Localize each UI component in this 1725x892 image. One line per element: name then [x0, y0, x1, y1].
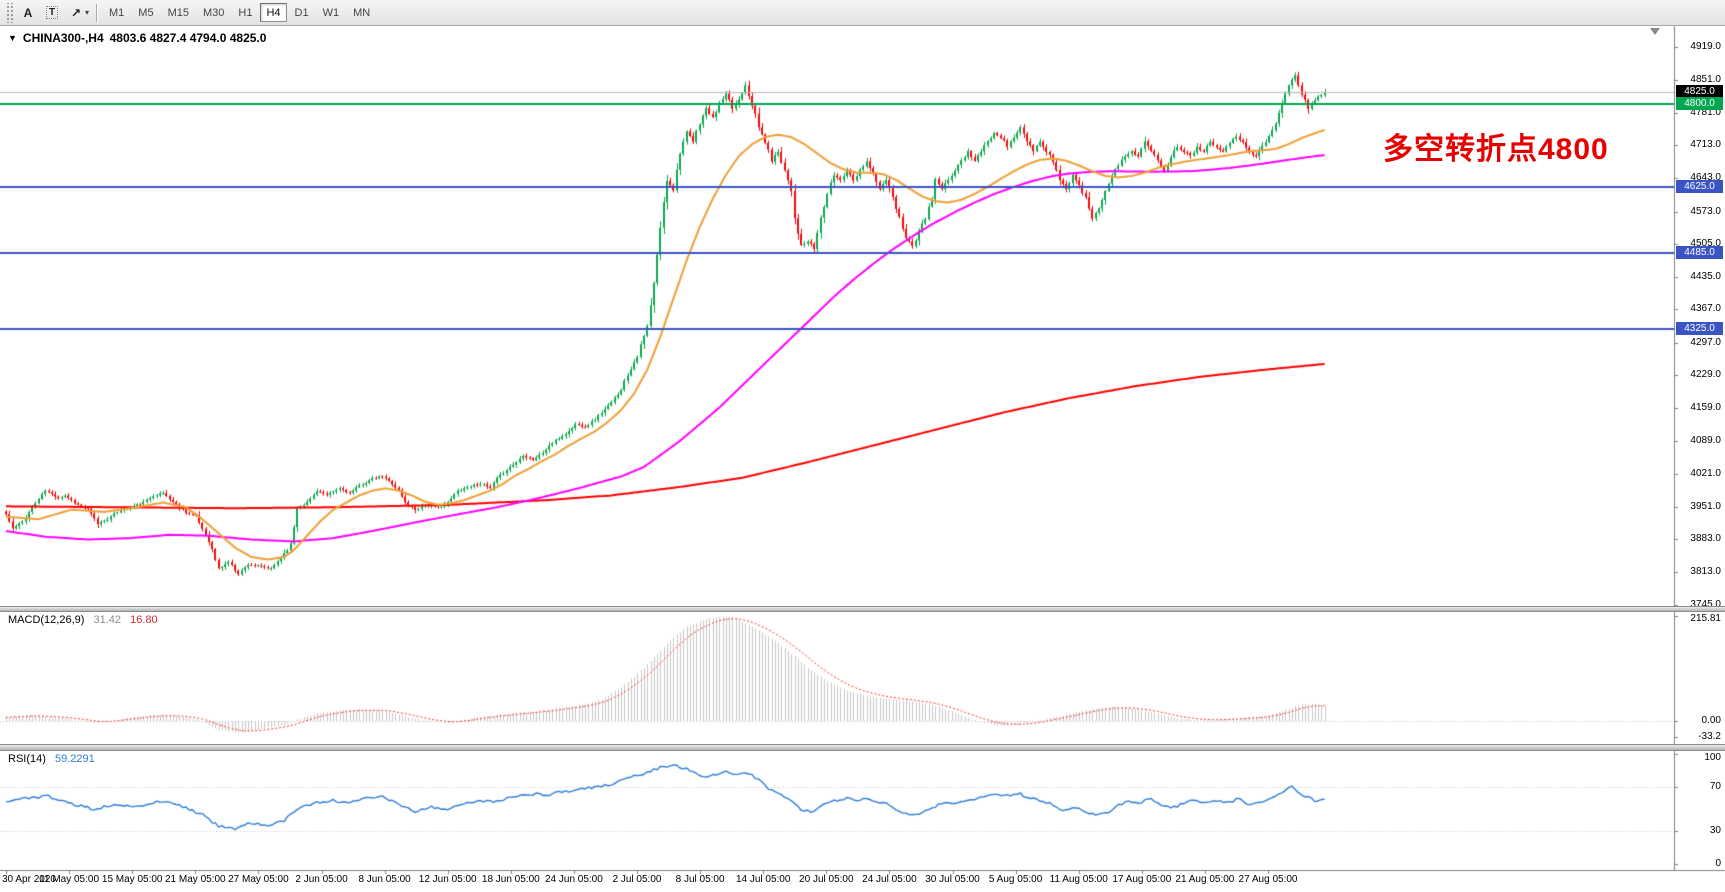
- macd-axis-label: -33.2: [1698, 731, 1721, 743]
- macd-axis-label: 0.00: [1701, 715, 1721, 727]
- time-axis-label: 8 Jun 05:00: [358, 874, 411, 885]
- rsi-axis-label: 70: [1709, 781, 1721, 793]
- rsi-indicator-label: RSI(14) 59.2291: [8, 753, 95, 765]
- time-axis-label: 24 Jul 05:00: [862, 874, 917, 885]
- price-axis-label: 3813.0: [1690, 566, 1721, 578]
- time-axis-label: 15 May 05:00: [101, 874, 163, 885]
- macd-value: 31.42: [93, 614, 122, 626]
- time-axis-label: 21 Aug 05:00: [1175, 874, 1235, 885]
- time-axis-label: 12 Jun 05:00: [418, 874, 477, 885]
- time-axis-label: 14 Jul 05:00: [735, 874, 791, 885]
- timeframe-button-D1[interactable]: D1: [294, 6, 309, 19]
- time-axis-label: 18 Jun 05:00: [481, 874, 540, 885]
- price-axis-label: 4229.0: [1690, 368, 1721, 380]
- timeframe-button-H4[interactable]: H4: [260, 3, 287, 22]
- time-axis-label: 5 Aug 05:00: [988, 874, 1043, 885]
- macd-indicator-label: MACD(12,26,9) 31.42 16.80: [8, 614, 158, 626]
- time-axis-label: 30 Jul 05:00: [925, 874, 980, 885]
- price-axis-label: 4367.0: [1690, 303, 1721, 315]
- toolbar-grip[interactable]: [5, 2, 13, 23]
- price-level-tag: 4485.0: [1676, 246, 1723, 259]
- rsi-axis-label: 0: [1715, 858, 1721, 870]
- chevron-down-icon[interactable]: ▾: [85, 8, 90, 17]
- timeframe-button-M5[interactable]: M5: [138, 6, 154, 19]
- panel-splitter-macd[interactable]: [0, 606, 1725, 612]
- price-axis-label: 4021.0: [1690, 467, 1721, 479]
- price-level-tag: 4825.0: [1676, 85, 1723, 98]
- price-axis-label: 4781.0: [1690, 106, 1721, 118]
- macd-axis-label: 215.81: [1690, 613, 1721, 624]
- ohlc-values-label: 4803.6 4827.4 4794.0 4825.0: [109, 31, 267, 45]
- time-axis-label: 21 May 05:00: [164, 874, 226, 885]
- price-axis-label: 4089.0: [1690, 435, 1721, 447]
- timeframe-button-group: M1 M5 M15 M30 H1 H4 D1 W1 MN: [102, 3, 377, 22]
- tool-button-group: A T ↗: [16, 3, 88, 23]
- one-click-trading-arrow-icon[interactable]: ▼: [8, 33, 17, 43]
- chart-toolbar: A T ↗ ▾ M1 M5 M15 M30 H1 H4 D1 W1 MN: [0, 0, 1725, 26]
- chart-annotation-text[interactable]: 多空转折点4800: [1383, 133, 1609, 166]
- price-axis-label: 4435.0: [1690, 271, 1721, 283]
- price-level-tag: 4625.0: [1676, 180, 1723, 193]
- price-level-tag: 4800.0: [1676, 97, 1723, 110]
- price-axis-label: 3951.0: [1690, 500, 1721, 512]
- chart-title: ▼ CHINA300-,H4 4803.6 4827.4 4794.0 4825…: [8, 31, 266, 45]
- timeframe-button-M1[interactable]: M1: [109, 6, 125, 19]
- rsi-axis-label: 30: [1709, 825, 1721, 837]
- toolbar-separator: [96, 3, 98, 22]
- timeframe-button-H1[interactable]: H1: [238, 6, 253, 19]
- time-axis-label: 27 May 05:00: [228, 874, 289, 885]
- panel-splitter-rsi[interactable]: [0, 744, 1725, 751]
- rsi-name: RSI(14): [8, 753, 46, 765]
- time-axis-label: 24 Jun 05:00: [544, 874, 603, 885]
- timeframe-button-M30[interactable]: M30: [202, 6, 225, 19]
- price-axis-label: 4643.0: [1690, 172, 1721, 184]
- price-axis-label: 3883.0: [1690, 533, 1721, 545]
- price-axis-label: 4297.0: [1690, 336, 1721, 348]
- time-axis-label: 30 Apr 2020: [2, 874, 56, 885]
- macd-name: MACD(12,26,9): [8, 614, 85, 626]
- timeframe-button-W1[interactable]: W1: [322, 6, 340, 19]
- time-axis-label: 2 Jul 05:00: [612, 874, 662, 885]
- time-axis-label: 8 Jul 05:00: [675, 874, 725, 885]
- time-axis-label: 17 Aug 05:00: [1112, 874, 1172, 885]
- price-axis-label: 4851.0: [1690, 73, 1721, 85]
- timeframe-button-MN[interactable]: MN: [353, 6, 371, 19]
- price-axis-label: 4159.0: [1690, 402, 1721, 414]
- time-axis-label: 27 Aug 05:00: [1238, 874, 1298, 885]
- symbol-period-label: CHINA300-,H4: [22, 31, 104, 45]
- price-axis-label: 4713.0: [1690, 139, 1721, 151]
- text-tool-icon[interactable]: T: [40, 3, 64, 23]
- time-axis-label: 11 May 05:00: [39, 874, 100, 885]
- price-axis-label: 4505.0: [1690, 237, 1721, 249]
- chart-shift-marker-icon[interactable]: [1650, 28, 1660, 35]
- timeframe-button-M15[interactable]: M15: [167, 6, 189, 19]
- time-axis-label: 20 Jul 05:00: [799, 874, 854, 885]
- price-level-tag: 4325.0: [1676, 322, 1723, 335]
- price-axis-label: 4919.0: [1690, 41, 1721, 53]
- macd-signal-value: 16.80: [130, 614, 158, 626]
- rsi-axis-label: 100: [1704, 752, 1721, 763]
- arrows-tool-icon[interactable]: ↗: [70, 5, 82, 20]
- price-axis-label: 4573.0: [1690, 205, 1721, 217]
- price-axis-label: 3745.0: [1690, 598, 1721, 610]
- time-axis-label: 11 Aug 05:00: [1049, 874, 1108, 885]
- rsi-value: 59.2291: [54, 753, 95, 765]
- cursor-tool-icon[interactable]: A: [23, 5, 33, 20]
- time-axis-label: 2 Jun 05:00: [295, 874, 348, 885]
